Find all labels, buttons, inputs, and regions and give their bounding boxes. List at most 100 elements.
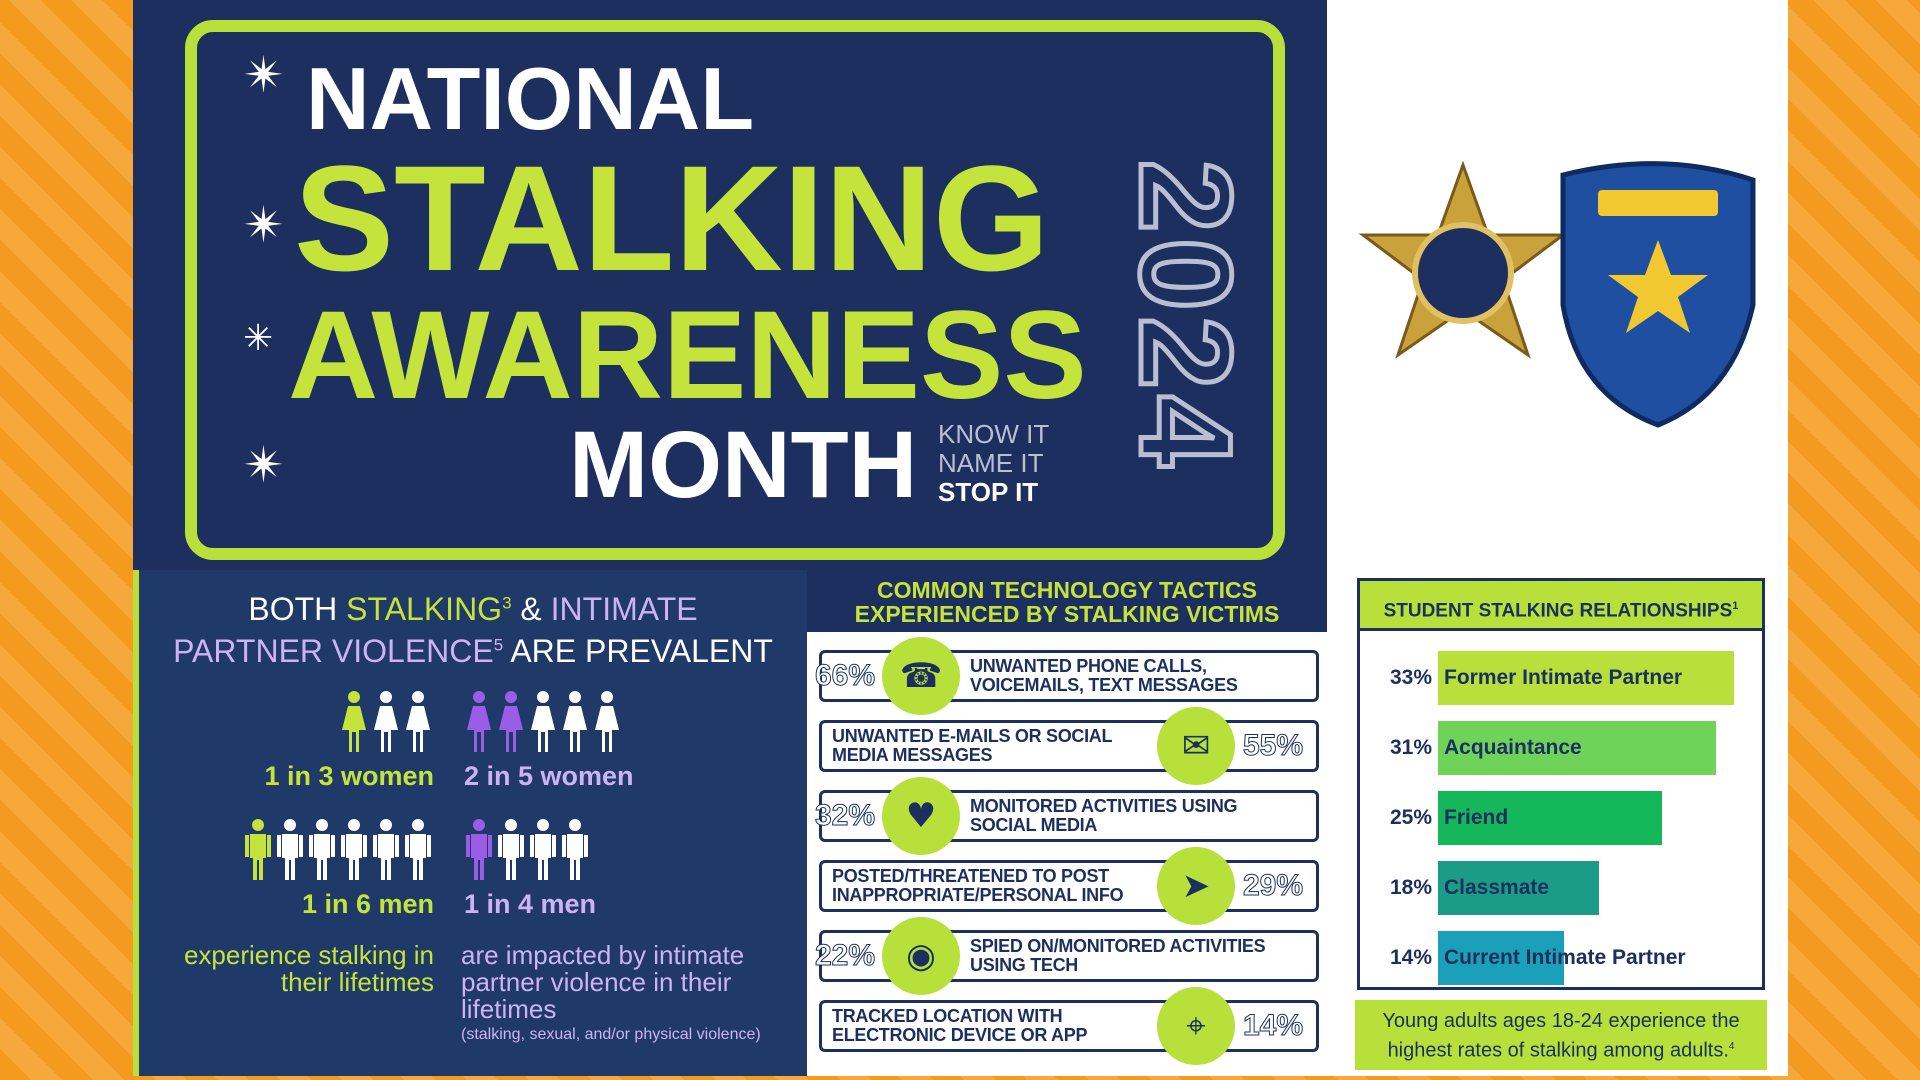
woman-icon [499, 691, 523, 752]
tactic-percent: 22% [814, 939, 876, 973]
title-awareness: AWARENESS [288, 286, 1087, 425]
man-icon [309, 819, 335, 880]
stat-men-stalking: 1 in 6 men [301, 889, 434, 919]
woman-icon [374, 691, 398, 752]
heading-both: BOTH [248, 591, 347, 627]
man-icon [562, 819, 588, 880]
tech-heading-1: COMMON TECHNOLOGY TACTICS [877, 577, 1257, 603]
tactic-percent: 32% [814, 799, 876, 833]
tech-heading: COMMON TECHNOLOGY TACTICS EXPERIENCED BY … [807, 570, 1327, 632]
banner-frame [185, 20, 1285, 560]
tagline-1: KNOW IT [938, 419, 1050, 449]
stat-men-ipv: 1 in 4 men [464, 889, 597, 919]
bar-label: Classmate [1444, 876, 1550, 899]
tagline-3: STOP IT [938, 477, 1039, 507]
footnote: 1 [1732, 600, 1739, 612]
tactic-text: SPIED ON/MONITORED ACTIVITIES USING TECH [970, 936, 1266, 975]
infographic: ✴ ✴ ✳ ✴ NATIONAL STALKING AWARENESS MONT… [133, 0, 1788, 1076]
man-icon [466, 819, 492, 880]
woman-icon [595, 691, 619, 752]
bar [1438, 931, 1564, 985]
women-stalking-figures [339, 690, 433, 754]
sparkle-icon: ✳ [243, 317, 274, 358]
man-icon [277, 819, 303, 880]
tactic-percent: 29% [1242, 869, 1304, 903]
sparkle-icon: ✴ [243, 197, 285, 253]
women-ipv-figures [464, 690, 622, 754]
man-icon [530, 819, 556, 880]
stalking-column: experience stalking in their lifetimes [159, 942, 434, 996]
bar-label: Friend [1444, 806, 1509, 829]
man-icon [405, 819, 431, 880]
heading-stalking: STALKING [346, 591, 503, 627]
tactic-text: MONITORED ACTIVITIES USING SOCIAL MEDIA [970, 796, 1238, 835]
title-month: MONTH [569, 412, 918, 518]
tech-heading-2: EXPERIENCED BY STALKING VICTIMS [854, 601, 1280, 627]
man-icon [341, 819, 367, 880]
bar [1438, 721, 1717, 775]
tactic-row: TRACKED LOCATION WITH ELECTRONIC DEVICE … [819, 1000, 1319, 1052]
man-icon [245, 819, 271, 880]
men-stalking-figures [243, 818, 433, 882]
bar [1438, 651, 1734, 705]
bar-value: 25% [1389, 806, 1432, 829]
tactic-row: UNWANTED PHONE CALLS, VOICEMAILS, TEXT M… [819, 650, 1319, 702]
student-relationships-chart: STUDENT STALKING RELATIONSHIPS1 Former I… [1357, 578, 1765, 990]
stat-women-ipv: 2 in 5 women [464, 761, 634, 791]
ipv-description: are impacted by intimate partner violenc… [461, 940, 745, 1024]
tactic-percent: 66% [814, 659, 876, 693]
young-adults-note: Young adults ages 18-24 experience the h… [1355, 1000, 1767, 1070]
tactic-row: POSTED/THREATENED TO POST INAPPROPRIATE/… [819, 860, 1319, 912]
heading-partner: PARTNER VIOLENCE [173, 633, 494, 669]
year: 2024 [1111, 158, 1262, 476]
tactic-row: MONITORED ACTIVITIES USING SOCIAL MEDIA [819, 790, 1319, 842]
stalking-description: experience stalking in their lifetimes [183, 940, 434, 997]
men-ipv-figures [464, 818, 590, 882]
tactic-text: UNWANTED PHONE CALLS, VOICEMAILS, TEXT M… [970, 656, 1238, 695]
chat-icon: ✉ [1157, 707, 1235, 785]
chart-title: STUDENT STALKING RELATIONSHIPS1 [1360, 581, 1762, 631]
tactic-row: SPIED ON/MONITORED ACTIVITIES USING TECH [819, 930, 1319, 982]
title-stalking: STALKING [294, 134, 1050, 302]
footnote: 4 [1728, 1041, 1735, 1052]
send-icon: ➤ [1157, 847, 1235, 925]
bar-value: 31% [1389, 736, 1432, 759]
bar-value: 14% [1389, 946, 1432, 969]
tactic-percent: 14% [1242, 1009, 1304, 1043]
heading-intimate: INTIMATE [550, 591, 698, 627]
chart-title-text: STUDENT STALKING RELATIONSHIPS [1383, 600, 1733, 622]
heading-amp: & [511, 591, 551, 627]
tactic-row: UNWANTED E-MAILS OR SOCIAL MEDIA MESSAGE… [819, 720, 1319, 772]
bar-label: Former Intimate Partner [1444, 666, 1683, 689]
prevalence-heading: BOTH STALKING3 & INTIMATE PARTNER VIOLEN… [139, 588, 807, 672]
stat-women-stalking: 1 in 3 women [264, 761, 434, 791]
footnote: 5 [493, 635, 504, 655]
bar [1438, 791, 1663, 845]
title-national: NATIONAL [306, 49, 755, 148]
tactic-text: POSTED/THREATENED TO POST INAPPROPRIATE/… [832, 866, 1124, 905]
location-pin-icon: ⌖ [1157, 987, 1235, 1065]
bar-label: Acquaintance [1444, 736, 1582, 759]
sparkle-icon: ✴ [243, 47, 285, 103]
bar-value: 33% [1389, 666, 1432, 689]
bar-value: 18% [1389, 876, 1432, 899]
tactic-text: UNWANTED E-MAILS OR SOCIAL MEDIA MESSAGE… [832, 726, 1112, 765]
woman-icon [406, 691, 430, 752]
woman-icon [342, 691, 366, 752]
banner: ✴ ✴ ✳ ✴ NATIONAL STALKING AWARENESS MONT… [133, 0, 1327, 570]
phone-icon: ☎ [882, 637, 960, 715]
note-text: Young adults ages 18-24 experience the h… [1382, 1010, 1740, 1062]
woman-icon [467, 691, 491, 752]
man-icon [498, 819, 524, 880]
ipv-column: are impacted by intimate partner violenc… [461, 942, 801, 1045]
tactic-percent: 55% [1242, 729, 1304, 763]
tech-tactics-section: COMMON TECHNOLOGY TACTICS EXPERIENCED BY … [807, 570, 1327, 1076]
bar [1438, 861, 1600, 915]
smart-speaker-icon: ◉ [882, 917, 960, 995]
bar-label: Current Intimate Partner [1444, 946, 1686, 969]
man-icon [373, 819, 399, 880]
footnote: 3 [502, 593, 512, 613]
heading-are: ARE PREVALENT [503, 633, 773, 669]
woman-icon [563, 691, 587, 752]
social-icon: ♥ [882, 777, 960, 855]
